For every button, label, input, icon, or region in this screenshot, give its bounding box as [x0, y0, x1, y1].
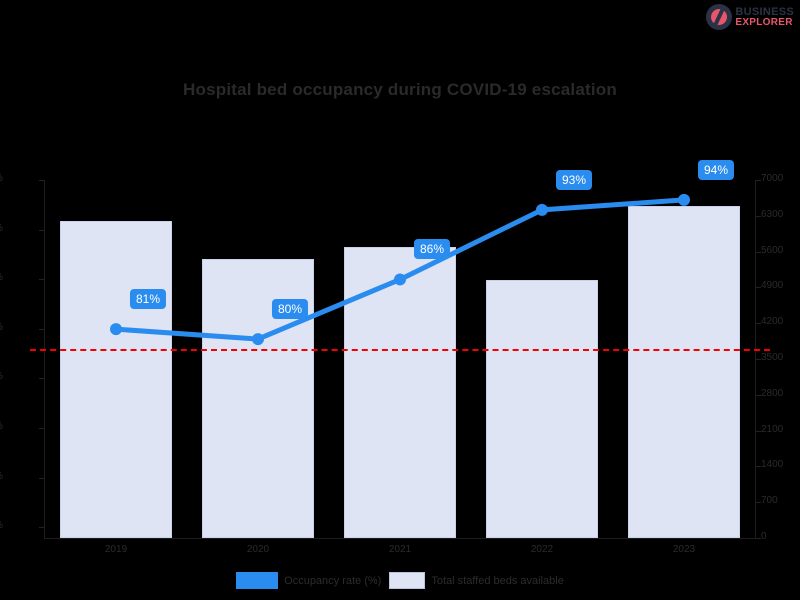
data-point-2020 [252, 333, 264, 346]
legend-label-bar: Total staffed beds available [431, 574, 564, 587]
axis-tick-label: 96% [0, 173, 3, 184]
line-series [110, 193, 690, 346]
axis-tick-label: 81% [0, 322, 3, 333]
chart-legend: Occupancy rate (%) Total staffed beds av… [0, 572, 800, 589]
axis-tick-label: 4200 [761, 316, 784, 328]
axis-tick-label: 700 [761, 495, 778, 507]
bar-2022 [486, 279, 598, 538]
data-label-2023: 94% [697, 159, 735, 180]
data-point-2021 [394, 273, 406, 286]
x-axis-label-2023: 2023 [672, 544, 696, 555]
tick-mark [39, 328, 44, 330]
capacity-threshold-line [30, 349, 770, 352]
chart-title: Hospital bed occupancy during COVID-19 e… [183, 80, 617, 99]
tick-mark [756, 466, 761, 468]
axis-tick-label: 76% [0, 371, 3, 382]
legend-swatch-line [236, 572, 279, 589]
tick-mark [756, 180, 761, 181]
tick-mark [39, 279, 44, 281]
tick-mark [39, 428, 44, 430]
logo-wordmark: BUSINESS EXPLORER [735, 5, 794, 28]
axis-tick-label: 4900 [761, 280, 784, 292]
legend-item-bar[interactable]: Total staffed beds available [389, 572, 564, 589]
brand-logo: BUSINESS EXPLORER [706, 4, 794, 30]
x-axis-label-2019: 2019 [104, 544, 128, 555]
tick-mark [756, 323, 761, 325]
axis-tick-label: 91% [0, 223, 3, 234]
right-axis-line [755, 180, 756, 538]
legend-swatch-bar [389, 572, 426, 589]
axis-tick-label: 1400 [761, 459, 784, 471]
axis-tick-label: 3500 [761, 352, 784, 363]
circular-logo-icon [706, 4, 733, 30]
tick-mark [756, 287, 761, 289]
axis-tick-label: 0 [761, 531, 767, 542]
axis-tick-label: 7000 [761, 173, 784, 184]
axis-tick-label: 6300 [761, 208, 784, 220]
data-point-2022 [536, 203, 548, 216]
data-point-2023 [678, 193, 690, 206]
tick-mark [756, 359, 761, 360]
tick-mark [756, 394, 761, 396]
axis-tick-label: 2100 [761, 423, 784, 435]
bar-2023 [628, 205, 740, 538]
data-label-2022: 93% [555, 169, 593, 190]
left-axis-line [44, 180, 45, 538]
axis-tick-label: 5600 [761, 244, 784, 256]
x-axis-label-2022: 2022 [530, 544, 554, 555]
tick-mark [39, 180, 44, 181]
tick-mark [39, 229, 44, 231]
tick-mark [756, 251, 761, 253]
x-axis-label-2021: 2021 [388, 544, 412, 555]
tick-mark [756, 430, 761, 432]
tick-mark [756, 502, 761, 504]
bar-2019 [60, 220, 172, 538]
tick-mark [39, 378, 44, 380]
tick-mark [756, 215, 761, 217]
plot-area: 96%91%86%81%76%71%66%61% 700063005600490… [0, 159, 783, 555]
data-label-2019: 81% [129, 289, 167, 310]
x-axis-label-2020: 2020 [246, 544, 270, 555]
data-label-2020: 80% [271, 299, 309, 320]
logo-line-1: BUSINESS [735, 5, 794, 18]
bottom-axis-line [44, 538, 756, 539]
axis-tick-label: 2800 [761, 387, 784, 399]
tick-mark [39, 527, 44, 529]
axis-tick-label: 61% [0, 520, 3, 531]
legend-item-line[interactable]: Occupancy rate (%) [236, 572, 381, 589]
axis-tick-label: 71% [0, 421, 3, 432]
tick-mark [756, 538, 761, 539]
tick-mark [39, 477, 44, 479]
data-point-2019 [110, 323, 122, 336]
legend-label-line: Occupancy rate (%) [284, 574, 382, 587]
axis-tick-label: 86% [0, 272, 3, 283]
axis-tick-label: 66% [0, 471, 3, 482]
bar-2021 [344, 246, 456, 538]
logo-line-2: EXPLORER [735, 16, 793, 28]
data-label-2021: 86% [413, 239, 451, 260]
